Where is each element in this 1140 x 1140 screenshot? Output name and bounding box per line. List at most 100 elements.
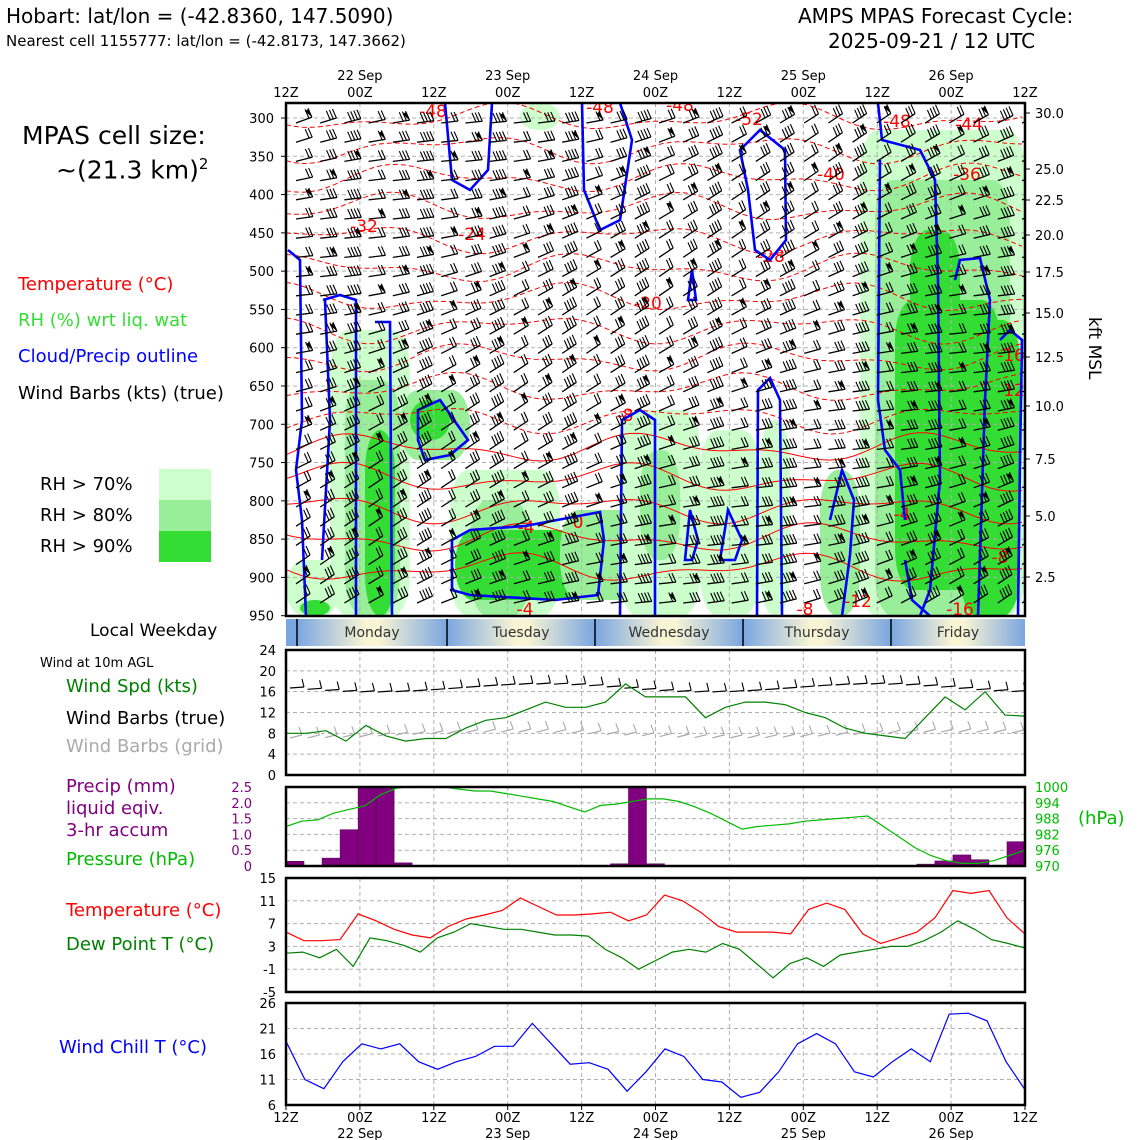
wind-barb <box>997 205 1015 220</box>
wind-barb-grid-shaft <box>870 730 883 735</box>
wind-barb-feather <box>786 496 792 507</box>
wind-barb-feather <box>768 496 774 506</box>
legend-rh: RH (%) wrt liq. wat <box>18 310 188 331</box>
wind-barb-feather <box>636 206 642 216</box>
wind-barb-feather <box>492 572 498 582</box>
wind-barb-feather <box>709 224 715 235</box>
wind-barb <box>368 565 384 585</box>
wind-barb-shaft <box>828 408 846 412</box>
wind-barb <box>465 548 482 566</box>
wind-barb-feather <box>645 414 651 424</box>
wind-barb-feather <box>595 148 601 158</box>
wind-barb <box>876 531 894 547</box>
wind-barb-feather <box>887 586 893 596</box>
wind-barb-feather <box>642 165 648 176</box>
wind-barb <box>852 201 868 220</box>
wind-barb-feather <box>859 106 865 116</box>
wind-barb-feather <box>308 226 314 237</box>
wind-barb-feather <box>305 322 311 333</box>
wind-barb-feather <box>711 242 717 252</box>
wind-barb-feather <box>549 204 555 214</box>
wind-barb-shaft <box>295 368 313 374</box>
wind-barb <box>804 551 822 566</box>
wind-barb-true <box>536 674 551 685</box>
wind-barb-feather <box>491 552 497 563</box>
wind-barb-shaft <box>368 138 386 143</box>
wind-barb-feather <box>710 438 716 448</box>
wind-barb-feather <box>789 438 795 448</box>
wind-barb-true <box>465 678 481 688</box>
wind-barb-feather <box>594 204 600 214</box>
wind-barb-shaft <box>441 120 459 124</box>
wind-barb-feather <box>934 323 940 333</box>
wind-barb-feather <box>694 107 700 118</box>
wind-barb-feather <box>710 496 716 507</box>
wind-barb-feather <box>566 319 572 329</box>
wind-barb <box>489 354 505 374</box>
wind-barb-pennant <box>303 490 311 499</box>
wind-barb-pennant <box>862 439 870 448</box>
wind-barb-feather <box>739 126 745 136</box>
wind-barb-feather <box>448 394 454 404</box>
wind-barb-feather <box>740 534 746 545</box>
wind-barb <box>682 415 700 431</box>
wind-barb-feather <box>792 457 798 467</box>
wind-barb-pennant <box>593 335 601 344</box>
wind-barb <box>779 278 796 297</box>
wind-barb-feather <box>930 569 936 580</box>
wind-barb-feather <box>421 472 427 483</box>
wind-barb-feather <box>477 225 483 235</box>
wind-barb-feather <box>1006 186 1012 197</box>
rh-shading <box>760 420 790 616</box>
wind-barb-feather <box>1032 527 1036 536</box>
wind-barb-feather <box>546 551 552 562</box>
wind-barb-feather <box>405 245 411 256</box>
wind-barb <box>658 394 676 412</box>
wind-barb-feather <box>931 362 937 372</box>
wind-barb-feather <box>999 551 1005 561</box>
wind-barb-feather <box>574 571 580 581</box>
wind-barb-feather <box>421 491 427 502</box>
wind-barb-feather <box>450 430 456 441</box>
wind-barb-feather <box>452 587 458 598</box>
wind-barb <box>997 265 1016 278</box>
wind-barb-feather <box>597 452 603 462</box>
wind-barb-feather <box>549 222 555 233</box>
wind-barb-true-feather <box>583 675 587 684</box>
wind-barb-grid-shaft <box>958 728 971 733</box>
wind-barb-pennant <box>714 239 722 248</box>
top-time-label: 00Z <box>938 86 964 101</box>
temp-tick-label: 3 <box>268 940 276 955</box>
wind-barb-feather <box>640 495 646 505</box>
wind-barb-shaft <box>925 464 942 470</box>
wind-barb-feather <box>401 264 407 275</box>
wind-barb <box>755 318 772 335</box>
wind-barb-feather <box>785 419 791 429</box>
wind-barb-feather <box>912 512 918 522</box>
wind-barb-feather <box>719 416 725 426</box>
wind-barb-feather <box>790 239 796 249</box>
wind-barb-grid <box>976 720 989 733</box>
wind-barb-feather <box>523 335 529 345</box>
wind-barb-shaft <box>344 348 361 355</box>
wind-barb-feather <box>935 566 941 577</box>
wind-barb-true-shaft <box>870 682 885 685</box>
wind-barb-pennant <box>1031 148 1038 156</box>
wind-barb-feather <box>616 553 622 564</box>
wind-barb-feather <box>741 181 747 191</box>
wind-barb <box>320 168 338 182</box>
wind-barb-feather <box>1035 246 1039 255</box>
wind-barb-feather <box>669 163 675 174</box>
wind-barb-feather <box>643 455 649 465</box>
wind-barb-feather <box>811 182 817 193</box>
wind-barb <box>755 238 771 258</box>
wind-barb-feather <box>497 510 503 521</box>
wind-barb-feather <box>346 361 352 371</box>
wind-barb-feather <box>716 591 722 602</box>
wind-barb-pennant <box>424 394 432 403</box>
wind-barb-feather <box>380 169 386 179</box>
wind-barb-feather <box>307 396 313 406</box>
wind-barb-feather <box>328 109 334 120</box>
wind-barb-feather <box>687 185 693 195</box>
wind-barb-feather <box>694 375 700 386</box>
